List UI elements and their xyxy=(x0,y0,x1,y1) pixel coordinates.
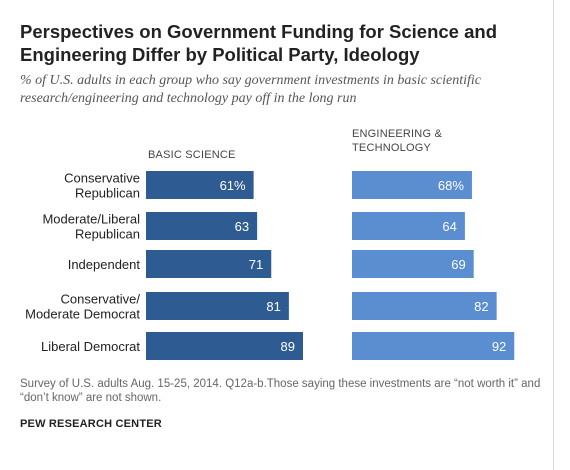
column-header-engineering-line-1: ENGINEERING & xyxy=(352,128,443,140)
chart-subtitle: % of U.S. adults in each group who say g… xyxy=(20,73,482,106)
data-label-engineering: 69 xyxy=(451,257,465,272)
bar-basic xyxy=(146,171,254,199)
bar-engineering xyxy=(352,332,515,360)
survey-note: Survey of U.S. adults Aug. 15-25, 2014. … xyxy=(20,378,541,404)
bar-basic xyxy=(146,250,272,278)
category-label-line: Conservative xyxy=(64,171,140,186)
category-label: Liberal Democrat xyxy=(41,339,140,354)
category-label-line: Liberal Democrat xyxy=(41,339,140,354)
category-label-line: Moderate Democrat xyxy=(25,307,140,322)
bar-basic xyxy=(146,332,303,360)
category-label: Independent xyxy=(68,257,141,272)
data-label-basic: 71 xyxy=(249,257,263,272)
bar-basic xyxy=(146,212,258,240)
bar-engineering xyxy=(352,250,474,278)
data-label-engineering: 68% xyxy=(438,178,464,193)
data-label-basic: 61% xyxy=(220,178,246,193)
data-label-engineering: 82 xyxy=(474,299,488,314)
data-label-basic: 81 xyxy=(266,299,280,314)
category-label-line: Independent xyxy=(68,257,141,272)
category-label-line: Moderate/Liberal xyxy=(42,212,140,227)
data-label-engineering: 92 xyxy=(492,339,506,354)
bar-engineering xyxy=(352,171,472,199)
column-header-engineering-line-2: TECHNOLOGY xyxy=(352,142,432,154)
chart-title: Perspectives on Government Funding for S… xyxy=(20,21,497,65)
source-credit: PEW RESEARCH CENTER xyxy=(20,418,162,430)
data-label-basic: 63 xyxy=(235,219,249,234)
category-label: Conservative/Moderate Democrat xyxy=(25,292,140,322)
category-label-line: Conservative/ xyxy=(61,292,141,307)
column-header-basic-science: BASIC SCIENCE xyxy=(148,148,236,162)
bar-engineering xyxy=(352,292,497,320)
category-label: Moderate/Liberal Republican xyxy=(42,212,140,242)
bar-engineering xyxy=(352,212,465,240)
column-header-basic-science-line: BASIC SCIENCE xyxy=(148,149,236,161)
category-label-line: Republican xyxy=(75,227,140,242)
bar-basic xyxy=(146,292,289,320)
data-label-basic: 89 xyxy=(281,339,295,354)
data-label-engineering: 64 xyxy=(442,219,456,234)
category-label: Conservative Republican xyxy=(64,171,140,201)
column-header-engineering: ENGINEERING & TECHNOLOGY xyxy=(352,127,442,155)
right-divider xyxy=(553,0,554,470)
category-label-line: Republican xyxy=(75,186,140,201)
